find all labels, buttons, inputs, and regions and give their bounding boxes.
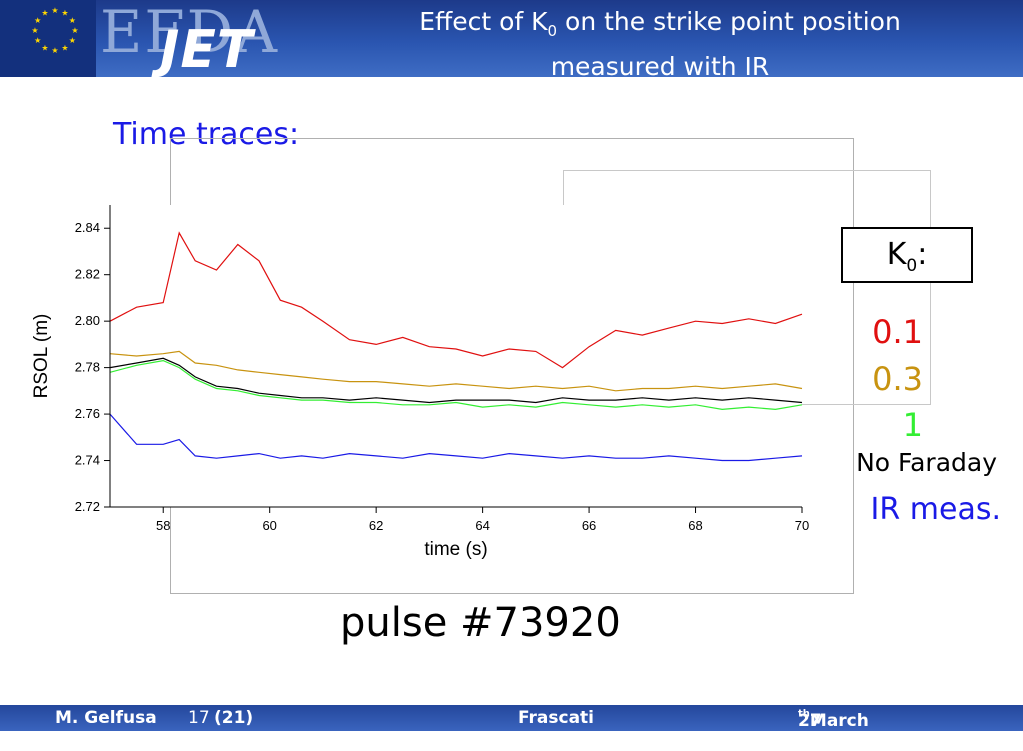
- y-tick-label: 2.82: [75, 267, 100, 282]
- footer-place: Frascati: [518, 708, 595, 728]
- legend-heading-colon: :: [917, 237, 928, 272]
- title-line2: measured with IR: [550, 52, 770, 81]
- pulse-label: pulse #73920: [340, 600, 621, 646]
- x-tick-label: 70: [795, 518, 809, 533]
- legend-item-0.1: 0.1: [872, 313, 923, 351]
- title-part: on the strike point position: [557, 7, 901, 36]
- eu-star-icon: ★: [69, 16, 76, 25]
- eu-star-icon: ★: [61, 43, 68, 52]
- section-label: Time traces:: [113, 117, 300, 152]
- eu-star-icon: ★: [31, 26, 38, 35]
- legend-item-no-faraday: No Faraday: [856, 448, 997, 477]
- eu-star-icon: ★: [41, 43, 48, 52]
- series-line-0-1: [109, 231, 803, 369]
- eu-star-icon: ★: [71, 26, 78, 35]
- footer-page: 17: [188, 708, 210, 728]
- eu-star-icon: ★: [41, 9, 48, 18]
- y-tick-label: 2.74: [75, 453, 100, 468]
- plot-area: [110, 205, 802, 507]
- series-line-no-faraday: [109, 357, 803, 404]
- eu-star-icon: ★: [34, 36, 41, 45]
- footer-date-rest: March 2012: [809, 711, 869, 751]
- y-axis-label: RSOL (m): [31, 314, 52, 399]
- series-line-ir-meas-: [109, 413, 803, 462]
- eu-star-icon: ★: [51, 46, 58, 55]
- legend-heading-sub: 0: [906, 256, 918, 276]
- x-tick-label: 64: [475, 518, 489, 533]
- y-tick-label: 2.80: [75, 313, 100, 328]
- eu-star-icon: ★: [69, 36, 76, 45]
- y-tick-label: 2.78: [75, 360, 100, 375]
- footer-date-sup: th: [798, 708, 810, 720]
- jet-logo: JET: [160, 20, 254, 80]
- eu-stars-icon: ★★★★★★★★★ ★ ★★: [31, 6, 78, 55]
- legend-heading: K0:: [841, 227, 973, 283]
- footer-total: (21): [214, 708, 254, 728]
- title-subscript: 0: [547, 22, 558, 40]
- x-ticks: 58 60 62 64 66 68 70: [156, 507, 809, 533]
- y-tick-label: 2.72: [75, 499, 100, 514]
- x-tick-label: 58: [156, 518, 170, 533]
- slide-title: Effect of K0 on the strike point positio…: [340, 4, 980, 85]
- x-tick-label: 68: [688, 518, 702, 533]
- x-tick-label: 66: [582, 518, 596, 533]
- footer-author: M. Gelfusa: [55, 708, 157, 728]
- header-bar: ★ ★ ★ ★ ★ ★ ★ ★ ★ ★ ★ ★ EFDA JET Effect of K0 on th…: [0, 0, 1023, 81]
- y-tick-label: 2.84: [75, 220, 100, 235]
- legend-item-1: 1: [902, 406, 923, 444]
- series-line-1: [109, 359, 803, 411]
- legend-item-ir-meas: IR meas.: [870, 492, 1001, 527]
- chart: 58 60 62 64 66 68 70 2.722.742.762.782.802.822…: [31, 205, 809, 560]
- efda-logo: EFDA: [100, 0, 279, 66]
- eu-flag: ★ ★ ★ ★ ★ ★ ★ ★ ★ ★ ★ ★: [0, 0, 96, 77]
- eu-star-icon: ★: [51, 6, 58, 15]
- eu-star-icon: ★: [34, 16, 41, 25]
- title-part: Effect of K: [419, 7, 548, 36]
- eu-star-icon: ★: [61, 9, 68, 18]
- series-line-0-3: [109, 350, 803, 392]
- x-tick-label: 62: [369, 518, 383, 533]
- x-tick-label: 60: [262, 518, 276, 533]
- footer-date-day: 27: [798, 711, 822, 731]
- legend-item-0.3: 0.3: [872, 360, 923, 398]
- y-tick-label: 2.76: [75, 406, 100, 421]
- legend-heading-text: K: [886, 237, 907, 272]
- series-layer: [109, 231, 803, 462]
- y-ticks: 2.72 2.74 2.76 2.78 2.80 2.82 2.84: [75, 220, 110, 514]
- x-axis-label: time (s): [424, 539, 487, 560]
